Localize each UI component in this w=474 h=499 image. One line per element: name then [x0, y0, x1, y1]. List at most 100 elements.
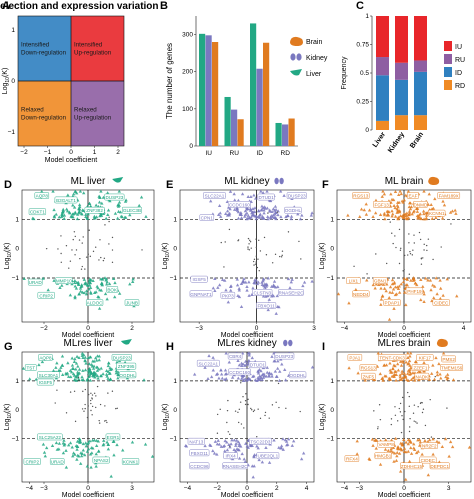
- background-point: [240, 382, 242, 384]
- data-point: [227, 360, 231, 364]
- background-point: [85, 256, 88, 258]
- y-tick-label: 300: [182, 32, 193, 39]
- background-point: [271, 404, 274, 406]
- gene-label: TMEM156: [441, 366, 463, 371]
- data-point: [52, 278, 56, 282]
- stack-ru-liver: [376, 57, 389, 76]
- data-point: [404, 216, 409, 220]
- data-point: [283, 438, 288, 442]
- data-point: [407, 209, 412, 213]
- background-point: [90, 392, 92, 394]
- background-point: [408, 242, 410, 244]
- background-point: [87, 393, 90, 396]
- data-point: [265, 282, 269, 286]
- y-tick-label: 1: [173, 216, 177, 223]
- background-point: [88, 229, 90, 231]
- gene-label: DEPDC1: [430, 464, 449, 469]
- data-point: [237, 444, 241, 448]
- data-point: [450, 209, 455, 213]
- data-point: [383, 217, 387, 221]
- data-point: [84, 289, 89, 293]
- data-point: [74, 378, 79, 382]
- data-point: [54, 212, 58, 216]
- quadrant-relaxed-up-regulation: [71, 81, 124, 146]
- data-point: [259, 189, 263, 193]
- quadrant-label-line1: Intensified: [74, 42, 103, 49]
- data-point: [105, 191, 110, 195]
- data-point: [254, 214, 259, 218]
- data-point: [399, 441, 403, 445]
- data-point: [265, 365, 269, 369]
- data-point: [286, 214, 290, 218]
- data-point: [398, 469, 403, 473]
- data-point: [104, 282, 109, 286]
- data-point: [412, 447, 417, 451]
- data-point: [94, 203, 98, 207]
- data-point: [413, 378, 417, 382]
- gene-label-box: [373, 201, 391, 208]
- data-point: [347, 301, 351, 305]
- data-point: [290, 443, 295, 447]
- background-point: [250, 247, 252, 249]
- gene-label: PHF19: [407, 289, 422, 294]
- background-point: [251, 409, 253, 411]
- background-point: [413, 404, 416, 406]
- data-point: [266, 217, 270, 221]
- data-point: [379, 286, 383, 290]
- data-point: [100, 277, 104, 281]
- x-tick-label: RD: [281, 150, 291, 157]
- background-point: [82, 390, 84, 393]
- gene-label: LIX1: [349, 279, 359, 284]
- data-point: [76, 280, 81, 284]
- data-point: [419, 298, 423, 302]
- data-point: [21, 366, 26, 370]
- data-point: [73, 452, 77, 456]
- background-point: [111, 261, 114, 264]
- data-point: [77, 203, 82, 207]
- background-point: [409, 253, 412, 255]
- background-point: [86, 416, 89, 419]
- data-point: [418, 212, 423, 216]
- background-point: [89, 255, 92, 258]
- data-point: [64, 372, 69, 376]
- data-point: [395, 362, 400, 366]
- data-point: [282, 193, 286, 197]
- data-point: [54, 441, 59, 445]
- background-point: [256, 266, 259, 269]
- data-point: [392, 281, 396, 285]
- data-point: [117, 200, 122, 204]
- gene-label: ZNF382: [86, 208, 103, 213]
- gene-label-box: [189, 449, 210, 457]
- data-point: [406, 189, 411, 193]
- data-point: [427, 438, 432, 442]
- data-point: [275, 294, 279, 298]
- background-point: [276, 211, 279, 213]
- stack-ru-brain: [414, 60, 427, 72]
- x-tick-label: −1: [44, 149, 52, 156]
- data-point: [101, 372, 105, 376]
- data-point: [286, 437, 291, 441]
- data-point: [278, 189, 283, 193]
- gene-label: CIDEC: [434, 301, 449, 306]
- data-point: [400, 371, 404, 375]
- data-point: [370, 437, 375, 441]
- data-point: [79, 454, 84, 458]
- data-point: [245, 217, 249, 221]
- data-point: [213, 289, 217, 293]
- quadrant-label: Relaxed Down-regulation: [21, 107, 67, 122]
- background-point: [227, 399, 229, 402]
- data-point: [434, 356, 438, 360]
- stack-id-brain: [414, 71, 427, 116]
- data-point: [108, 199, 112, 203]
- data-point: [244, 441, 248, 445]
- data-point: [397, 451, 402, 455]
- data-point: [113, 211, 118, 215]
- data-point: [85, 216, 89, 220]
- background-point: [268, 417, 270, 419]
- x-tick-label: 0: [86, 325, 90, 332]
- data-point: [398, 359, 403, 363]
- gene-label-box: [377, 440, 395, 448]
- kidney-icon: [274, 177, 279, 185]
- data-point: [111, 440, 115, 444]
- data-point: [51, 189, 55, 193]
